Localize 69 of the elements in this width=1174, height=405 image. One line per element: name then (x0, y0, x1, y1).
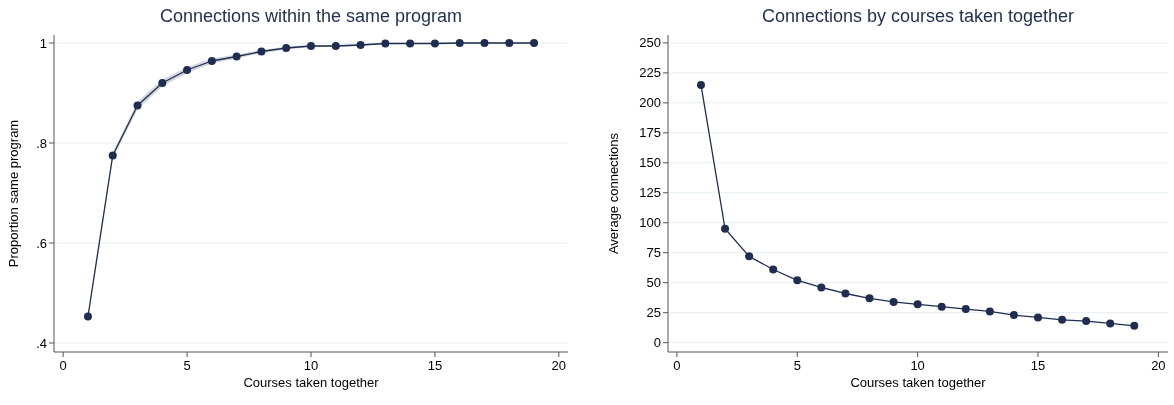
point (207, 57, 216, 65)
x-tick-label: 10 (910, 358, 925, 373)
point (108, 151, 117, 160)
point (817, 283, 826, 292)
point (133, 101, 142, 110)
point (83, 312, 92, 321)
x-tick-label: 5 (793, 358, 801, 373)
point (331, 42, 340, 50)
point (455, 39, 464, 47)
point (841, 289, 850, 298)
point (307, 42, 315, 50)
x-tick-label: 5 (183, 358, 191, 373)
y-tick-label: 125 (639, 185, 661, 201)
point (865, 294, 874, 303)
point (406, 39, 415, 48)
point (696, 80, 705, 89)
x-tick-label: 10 (303, 358, 319, 373)
y-tick-label: 100 (639, 215, 661, 231)
point (1058, 315, 1067, 324)
y-tick-label: 75 (646, 245, 661, 261)
x-tick-label: 0 (59, 358, 67, 373)
y-tick-label: 175 (639, 125, 661, 141)
point (1106, 319, 1115, 328)
y-tick-label: 25 (646, 305, 661, 321)
point (505, 39, 514, 47)
x-tick-label: 20 (1151, 358, 1166, 373)
point (430, 39, 439, 48)
x-tick-label: 0 (673, 358, 681, 373)
x-axis-title: Courses taken together (850, 375, 987, 390)
point (1082, 317, 1091, 326)
point (356, 41, 365, 49)
point (530, 39, 539, 47)
x-tick-label: 15 (427, 358, 443, 373)
point (232, 52, 241, 61)
y-tick-label: 250 (639, 35, 661, 51)
point (1009, 311, 1018, 320)
y-tick-label: 0 (653, 335, 661, 351)
point (381, 39, 390, 48)
point (257, 47, 266, 56)
y-tick-label: .6 (36, 235, 47, 251)
x-tick-label: 20 (551, 358, 567, 373)
point (1034, 313, 1043, 322)
y-tick-label: 225 (639, 65, 661, 81)
point (183, 66, 192, 74)
point (282, 44, 291, 52)
point (985, 307, 994, 316)
y-axis-title: Average connections (606, 132, 621, 255)
y-tick-label: .4 (36, 335, 47, 351)
chart-title: Connections within the same program (159, 6, 463, 26)
point (721, 224, 730, 233)
y-tick-label: 1 (39, 35, 47, 51)
x-tick-label: 15 (1030, 358, 1046, 373)
point (889, 297, 898, 306)
point (961, 305, 970, 314)
y-tick-label: 200 (639, 95, 661, 111)
x-axis-title: Courses taken together (243, 375, 380, 390)
y-tick-label: .8 (36, 135, 47, 151)
y-tick-label: 50 (646, 275, 661, 291)
point (769, 265, 778, 274)
point (937, 302, 946, 311)
point (1130, 321, 1139, 330)
chart-title: Connections by courses taken together (761, 6, 1075, 26)
point (745, 252, 754, 261)
point (793, 276, 802, 285)
y-axis-title: Proportion same program (6, 119, 21, 268)
point (480, 39, 489, 47)
point (913, 300, 922, 309)
point (158, 79, 167, 87)
y-tick-label: 150 (639, 155, 661, 171)
